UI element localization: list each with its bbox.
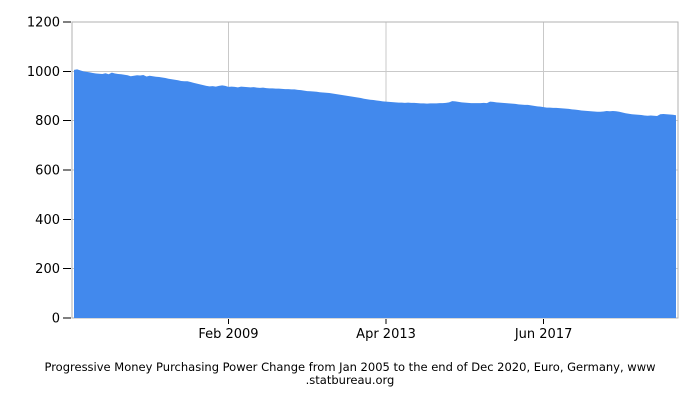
chart-caption: Progressive Money Purchasing Power Chang… <box>0 361 700 387</box>
x-axis-tick-label: Jun 2017 <box>514 327 573 342</box>
y-axis-tick-label: 0 <box>52 312 60 327</box>
y-axis-tick-label: 600 <box>35 164 60 179</box>
y-axis-tick-label: 800 <box>35 114 60 129</box>
caption-line-1: Progressive Money Purchasing Power Chang… <box>44 360 656 374</box>
x-axis-tick-label: Apr 2013 <box>356 327 416 342</box>
y-axis-tick-label: 400 <box>35 213 60 228</box>
y-axis-tick-label: 1200 <box>27 16 60 31</box>
y-axis-tick-label: 1000 <box>27 65 60 80</box>
area-series <box>74 69 676 318</box>
purchasing-power-area-chart: 0 200 400 600 800 1000 1200 Feb 2009 Apr 2013 Jun… <box>27 16 679 342</box>
caption-line-2: .statbureau.org <box>305 373 395 387</box>
y-axis-tick-label: 200 <box>35 262 60 277</box>
x-axis-tick-label: Feb 2009 <box>198 327 258 342</box>
